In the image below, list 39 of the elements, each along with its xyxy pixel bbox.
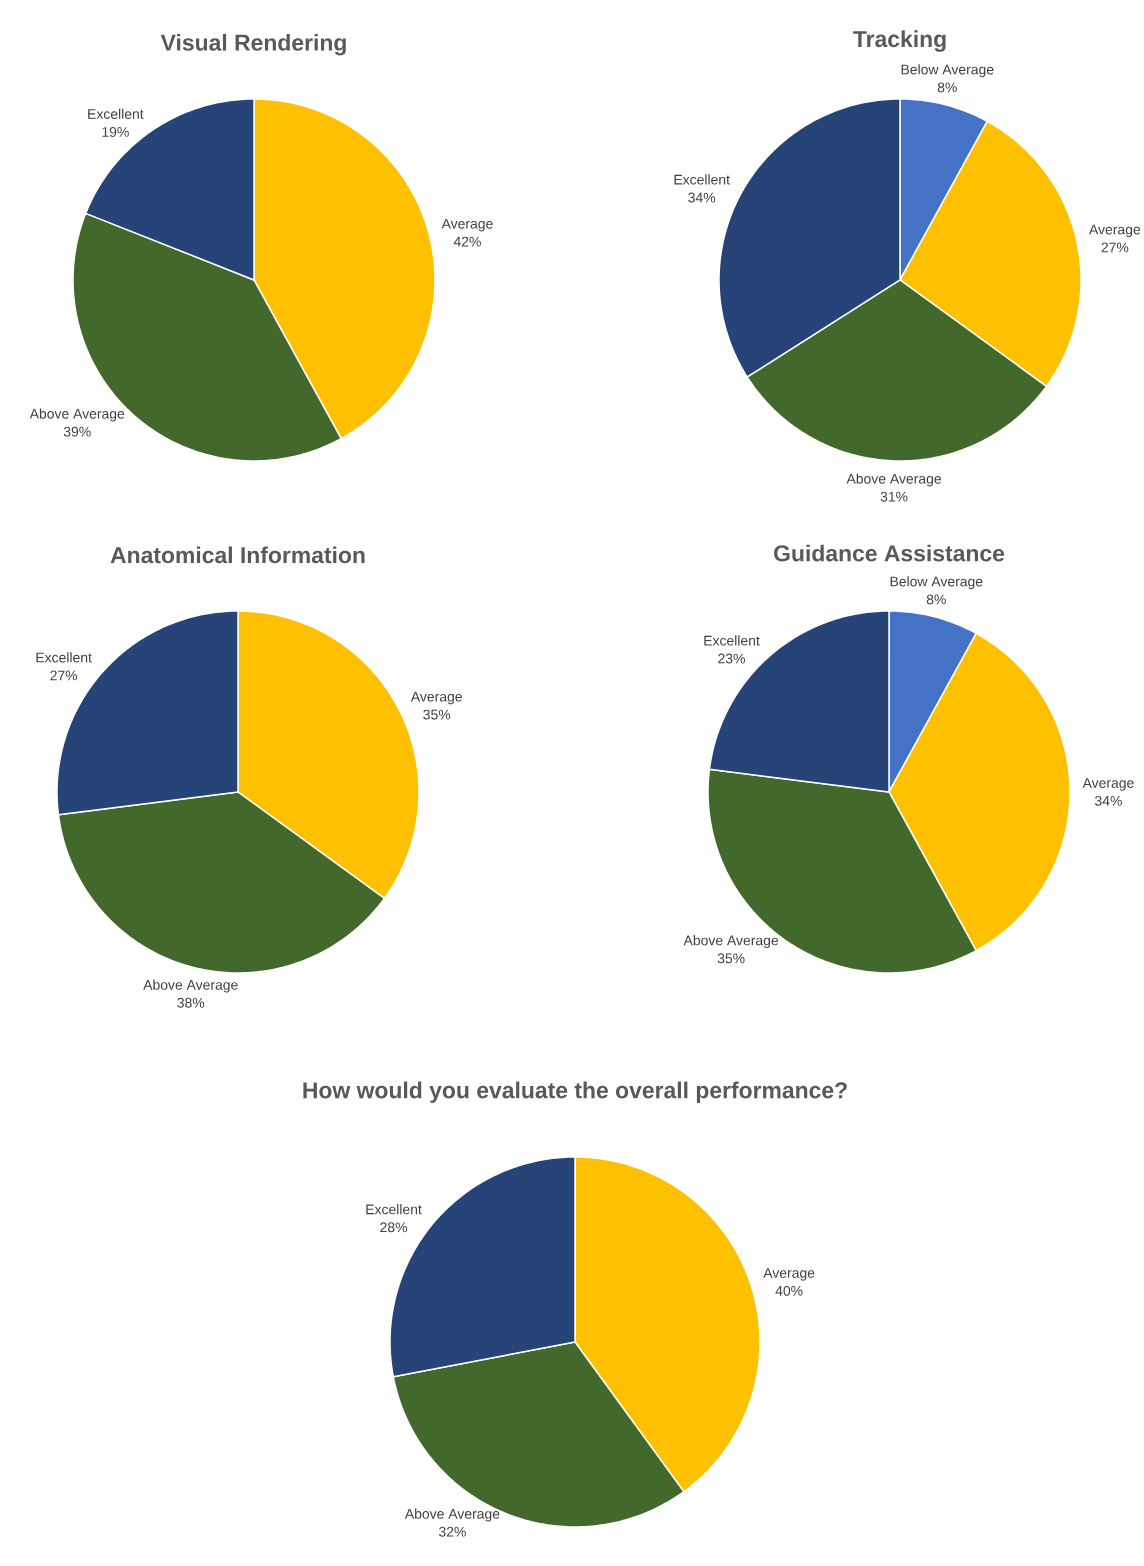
data-label: 27% [50, 670, 78, 681]
data-label: 34% [688, 192, 716, 203]
data-label: 28% [380, 1222, 407, 1233]
slice-label: Excellent [366, 1204, 422, 1215]
chart-title: Anatomical Information [110, 546, 365, 564]
slice-label: Above Average [683, 935, 779, 949]
data-label: 35% [717, 953, 745, 964]
data-label: 8% [926, 594, 946, 605]
slice-label: Excellent [674, 174, 730, 185]
chart-title: Guidance Assistance [774, 544, 1005, 562]
slice-label: Below Average [890, 576, 983, 590]
data-label: 27% [1101, 242, 1129, 253]
data-label: 23% [718, 653, 745, 664]
slice-label: Above Average [143, 979, 238, 993]
slice-label: Above Average [846, 473, 941, 487]
chart-title: Tracking [853, 30, 946, 52]
slice-label: Excellent [88, 108, 144, 119]
slice-label: Above Average [29, 408, 125, 422]
slice-label: Excellent [36, 652, 92, 663]
data-label: 34% [1095, 795, 1122, 806]
slice-label: Excellent [704, 635, 760, 646]
data-label: 32% [439, 1526, 466, 1537]
slice-label: Average [1089, 224, 1141, 238]
data-label: 40% [775, 1285, 803, 1296]
data-label: 8% [937, 82, 957, 93]
data-label: 19% [102, 126, 129, 137]
slice-label: Below Average [901, 64, 994, 78]
slice-label: Above Average [404, 1508, 500, 1522]
data-label: 38% [177, 997, 205, 1008]
data-label: 39% [63, 426, 91, 437]
data-label: 35% [423, 709, 451, 720]
chart-title: Visual Rendering [160, 33, 346, 56]
chart-title: How would you evaluate the overall performance? [303, 1081, 847, 1103]
slice-label: Average [763, 1268, 815, 1281]
data-label: 31% [880, 491, 908, 502]
slice-label: Average [1082, 778, 1134, 791]
slice-label: Average [410, 691, 462, 705]
slice-label: Average [441, 218, 493, 232]
data-label: 42% [453, 236, 481, 247]
